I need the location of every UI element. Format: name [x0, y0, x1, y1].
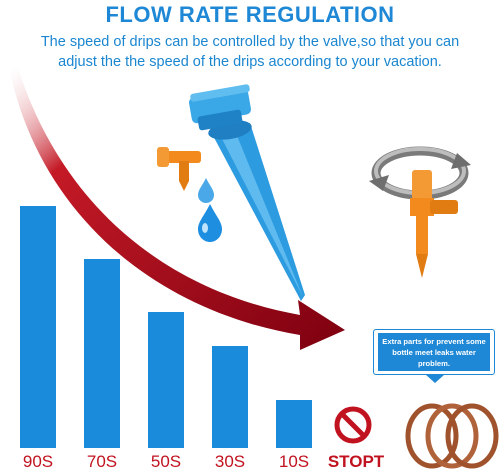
valve-icon: [410, 170, 458, 278]
extra-parts-callout: Extra parts for prevent some bottle meet…: [373, 329, 495, 375]
extra-parts-line-2: bottle meet leaks water: [392, 347, 476, 357]
o-ring-icon: [405, 403, 499, 469]
speed-bar: [276, 400, 312, 448]
speed-bar-label: 30S: [214, 452, 246, 471]
speed-bar: [84, 259, 120, 448]
no-entry-icon: [334, 406, 372, 444]
speed-bar-label: 50S: [150, 452, 182, 471]
callout-pointer: [425, 374, 445, 383]
subtitle-line-1: The speed of drips can be controlled by …: [40, 34, 460, 50]
dripper-spike-icon: [157, 84, 305, 301]
subtitle-line-2: adjust the the speed of the drips accord…: [58, 54, 442, 70]
speed-bar-label: 90S: [22, 452, 54, 471]
speed-bar-label: 10S: [278, 452, 310, 471]
water-drop-icon: [198, 178, 222, 242]
speed-bar: [20, 206, 56, 448]
page-title: FLOW RATE REGULATION: [105, 2, 395, 27]
stop-label: STOPT: [327, 452, 385, 471]
speed-bar-label: 70S: [86, 452, 118, 471]
speed-bar: [148, 312, 184, 448]
extra-parts-line-1: Extra parts for prevent some: [382, 336, 486, 346]
speed-bar: [212, 346, 248, 448]
extra-parts-text: Extra parts for prevent some bottle meet…: [378, 333, 490, 371]
extra-parts-line-3: problem.: [417, 358, 451, 368]
